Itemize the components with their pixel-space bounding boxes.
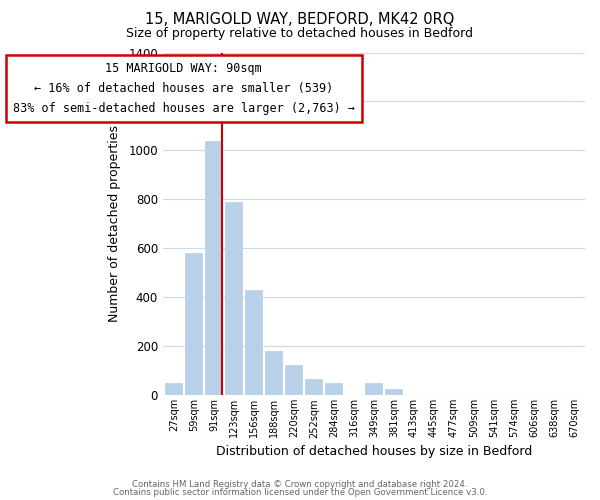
Bar — [166, 383, 182, 396]
X-axis label: Distribution of detached houses by size in Bedford: Distribution of detached houses by size … — [216, 444, 532, 458]
Bar — [185, 254, 202, 396]
Bar — [226, 202, 242, 396]
Text: 15 MARIGOLD WAY: 90sqm
← 16% of detached houses are smaller (539)
83% of semi-de: 15 MARIGOLD WAY: 90sqm ← 16% of detached… — [13, 62, 355, 116]
Bar — [385, 389, 403, 396]
Bar — [245, 290, 262, 396]
Bar — [286, 364, 302, 396]
Bar — [365, 383, 382, 396]
Bar — [305, 380, 322, 396]
Text: Contains public sector information licensed under the Open Government Licence v3: Contains public sector information licen… — [113, 488, 487, 497]
Bar — [205, 140, 223, 396]
Y-axis label: Number of detached properties: Number of detached properties — [109, 126, 121, 322]
Text: 15, MARIGOLD WAY, BEDFORD, MK42 0RQ: 15, MARIGOLD WAY, BEDFORD, MK42 0RQ — [145, 12, 455, 28]
Text: Size of property relative to detached houses in Bedford: Size of property relative to detached ho… — [127, 28, 473, 40]
Text: Contains HM Land Registry data © Crown copyright and database right 2024.: Contains HM Land Registry data © Crown c… — [132, 480, 468, 489]
Bar — [265, 351, 283, 396]
Bar — [325, 383, 343, 396]
